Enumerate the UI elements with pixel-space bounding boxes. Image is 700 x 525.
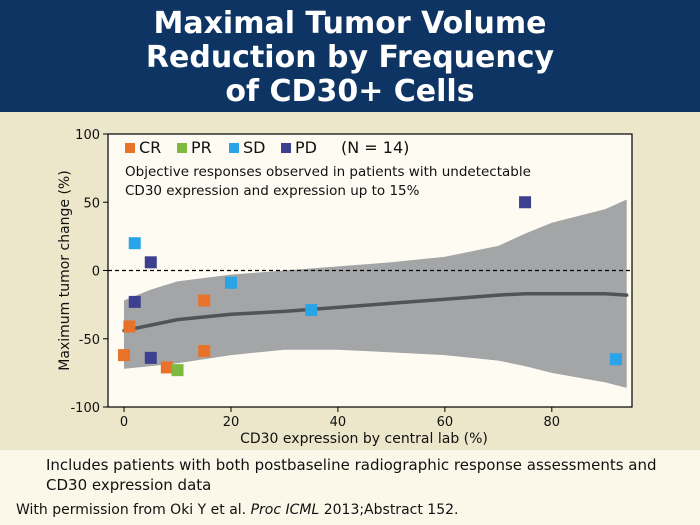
data-point-pd (144, 256, 157, 269)
legend-label-pd: PD (295, 138, 317, 157)
data-point-cr (123, 320, 136, 333)
y-tick-label: -50 (79, 333, 100, 348)
y-tick-label: 50 (83, 196, 100, 211)
scatter-chart: 0 20 40 60 80 100 50 0 -50 -100 CD30 expression by… (57, 128, 633, 447)
legend-swatch-cr (125, 143, 135, 153)
chart-panel: 0 20 40 60 80 100 50 0 -50 -100 CD30 expression by… (0, 112, 700, 450)
x-tick-label: 40 (330, 415, 347, 430)
data-point-cr (118, 349, 131, 362)
confidence-band (124, 199, 627, 388)
title-banner: Maximal Tumor Volume Reduction by Freque… (0, 0, 700, 112)
y-tick-label: 0 (92, 265, 100, 280)
legend-swatch-pd (281, 143, 291, 153)
x-axis-label: CD30 expression by central lab (%) (240, 431, 488, 447)
data-point-sd (128, 237, 141, 250)
data-point-sd (224, 276, 237, 289)
y-axis-label: Maximum tumor change (%) (57, 170, 73, 370)
data-point-sd (305, 304, 318, 317)
chart-annotation-line: Objective responses observed in patients… (125, 164, 531, 180)
slide-title-line-2: Reduction by Frequency (145, 40, 555, 75)
citation-journal: Proc ICML (250, 502, 320, 518)
x-tick-label: 60 (437, 415, 454, 430)
slide-title-line-1: Maximal Tumor Volume (153, 6, 547, 41)
trend-line (122, 291, 629, 333)
footnote: Includes patients with both postbaseline… (46, 456, 657, 494)
x-tick-label: 20 (223, 415, 240, 430)
citation-suffix: 2013;Abstract 152. (319, 502, 459, 518)
data-point-pd (128, 295, 141, 308)
legend-label-sd: SD (243, 138, 265, 157)
legend-swatch-pr (177, 143, 187, 153)
legend-n-label: (N = 14) (341, 138, 409, 157)
legend-label-pr: PR (191, 138, 212, 157)
data-point-cr (198, 294, 211, 307)
data-point-pr (171, 364, 184, 377)
data-point-cr (198, 345, 211, 358)
data-point-sd (609, 353, 622, 366)
citation-prefix: With permission from Oki Y et al. (16, 502, 251, 518)
data-point-cr (160, 361, 173, 374)
legend-label-cr: CR (139, 138, 161, 157)
data-point-pd (144, 351, 157, 364)
x-tick-label: 0 (120, 415, 128, 430)
y-tick-label: -100 (70, 401, 100, 416)
x-tick-label: 80 (544, 415, 561, 430)
data-point-pd (519, 196, 532, 209)
chart-annotation-line: CD30 expression and expression up to 15% (125, 183, 420, 199)
legend-swatch-sd (229, 143, 239, 153)
slide-title-line-3: of CD30+ Cells (225, 74, 475, 109)
citation: With permission from Oki Y et al. Proc I… (16, 500, 458, 520)
y-tick-label: 100 (75, 128, 100, 143)
